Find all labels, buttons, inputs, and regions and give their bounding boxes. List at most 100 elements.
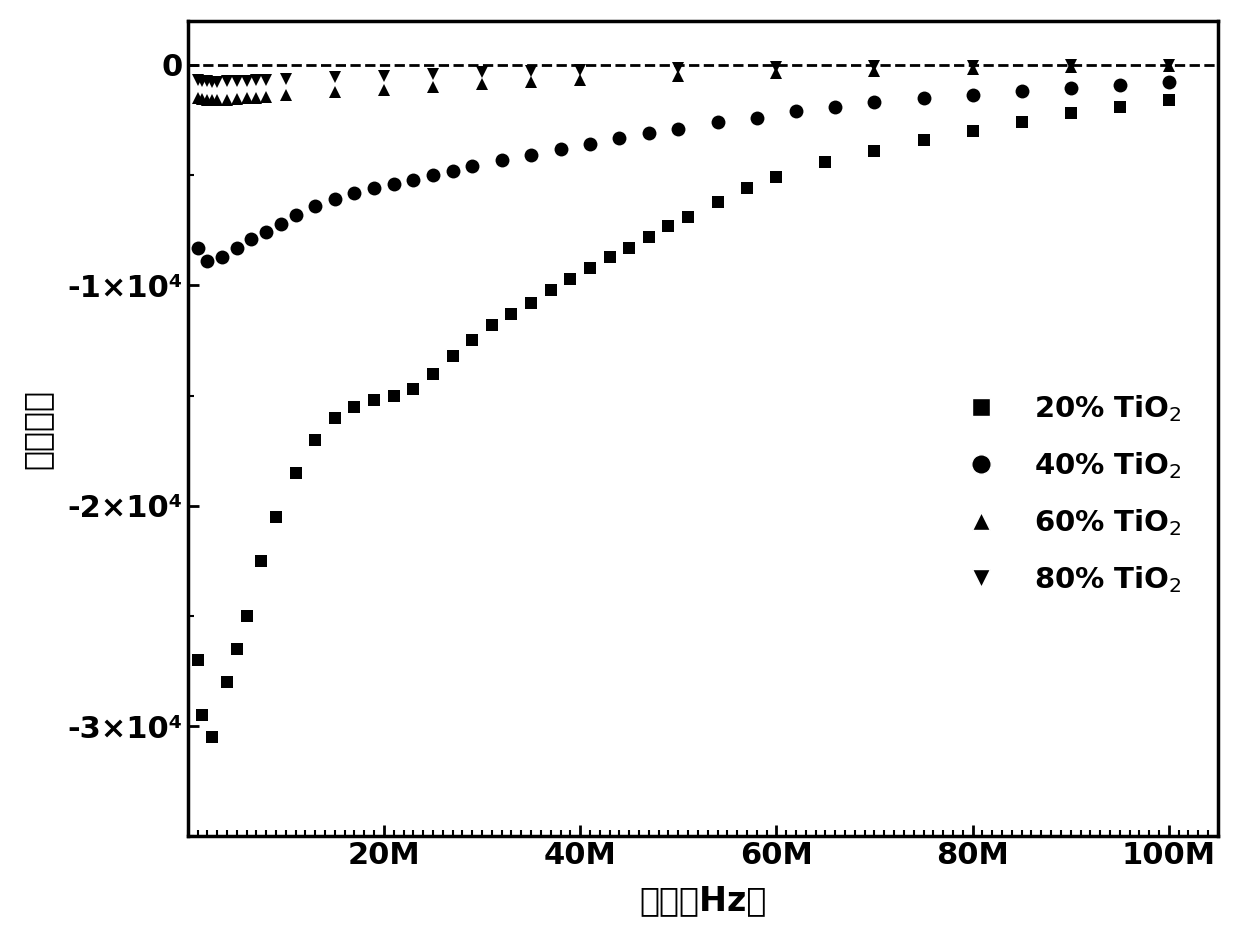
20% TiO$_2$ xyxy=(681,211,696,222)
40% TiO$_2$ xyxy=(553,144,568,155)
Y-axis label: 介电常数: 介电常数 xyxy=(21,388,53,469)
20% TiO$_2$ xyxy=(367,394,382,405)
20% TiO$_2$ xyxy=(523,297,538,309)
20% TiO$_2$ xyxy=(543,284,558,295)
20% TiO$_2$ xyxy=(711,196,725,207)
40% TiO$_2$ xyxy=(190,242,205,253)
40% TiO$_2$ xyxy=(244,234,259,245)
40% TiO$_2$ xyxy=(613,132,627,144)
60% TiO$_2$ xyxy=(190,92,205,103)
80% TiO$_2$ xyxy=(671,63,686,74)
40% TiO$_2$ xyxy=(749,113,764,124)
20% TiO$_2$ xyxy=(965,126,980,137)
20% TiO$_2$ xyxy=(254,555,269,567)
80% TiO$_2$ xyxy=(239,75,254,86)
20% TiO$_2$ xyxy=(269,511,284,522)
20% TiO$_2$ xyxy=(1014,116,1029,128)
40% TiO$_2$ xyxy=(641,128,656,139)
60% TiO$_2$ xyxy=(259,91,274,102)
80% TiO$_2$ xyxy=(219,76,234,87)
20% TiO$_2$ xyxy=(867,145,882,157)
80% TiO$_2$ xyxy=(377,70,392,82)
40% TiO$_2$ xyxy=(274,218,289,229)
80% TiO$_2$ xyxy=(475,67,490,78)
60% TiO$_2$ xyxy=(229,94,244,105)
40% TiO$_2$ xyxy=(259,227,274,238)
60% TiO$_2$ xyxy=(249,92,264,103)
60% TiO$_2$ xyxy=(1162,60,1177,71)
20% TiO$_2$ xyxy=(1162,95,1177,106)
60% TiO$_2$ xyxy=(573,74,588,85)
60% TiO$_2$ xyxy=(867,65,882,76)
80% TiO$_2$ xyxy=(965,60,980,71)
40% TiO$_2$ xyxy=(867,97,882,108)
40% TiO$_2$ xyxy=(495,154,510,165)
80% TiO$_2$ xyxy=(278,73,293,84)
20% TiO$_2$ xyxy=(239,611,254,622)
20% TiO$_2$ xyxy=(603,251,618,263)
20% TiO$_2$ xyxy=(818,157,833,168)
20% TiO$_2$ xyxy=(739,183,754,194)
80% TiO$_2$ xyxy=(190,74,205,85)
20% TiO$_2$ xyxy=(465,335,480,346)
40% TiO$_2$ xyxy=(387,178,402,189)
80% TiO$_2$ xyxy=(205,76,219,87)
Line: 60% TiO$_2$: 60% TiO$_2$ xyxy=(191,60,1176,106)
20% TiO$_2$ xyxy=(288,467,303,478)
Line: 40% TiO$_2$: 40% TiO$_2$ xyxy=(191,75,1176,268)
20% TiO$_2$ xyxy=(1063,108,1078,119)
40% TiO$_2$ xyxy=(327,194,342,205)
X-axis label: 频率（Hz）: 频率（Hz） xyxy=(639,885,766,917)
80% TiO$_2$ xyxy=(259,74,274,85)
60% TiO$_2$ xyxy=(195,94,210,105)
20% TiO$_2$ xyxy=(583,262,598,273)
20% TiO$_2$ xyxy=(661,220,676,232)
80% TiO$_2$ xyxy=(769,61,784,72)
40% TiO$_2$ xyxy=(405,174,420,185)
60% TiO$_2$ xyxy=(205,95,219,106)
60% TiO$_2$ xyxy=(671,70,686,82)
80% TiO$_2$ xyxy=(1063,60,1078,71)
60% TiO$_2$ xyxy=(425,82,440,93)
20% TiO$_2$ xyxy=(563,273,578,284)
60% TiO$_2$ xyxy=(210,95,224,106)
60% TiO$_2$ xyxy=(965,63,980,74)
40% TiO$_2$ xyxy=(1112,79,1127,90)
20% TiO$_2$ xyxy=(327,412,342,423)
80% TiO$_2$ xyxy=(200,76,215,87)
80% TiO$_2$ xyxy=(229,75,244,86)
40% TiO$_2$ xyxy=(583,139,598,150)
40% TiO$_2$ xyxy=(523,150,538,161)
Line: 20% TiO$_2$: 20% TiO$_2$ xyxy=(191,94,1176,744)
20% TiO$_2$ xyxy=(769,172,784,183)
40% TiO$_2$ xyxy=(1014,85,1029,97)
80% TiO$_2$ xyxy=(249,74,264,85)
20% TiO$_2$ xyxy=(425,368,440,379)
20% TiO$_2$ xyxy=(1112,101,1127,113)
20% TiO$_2$ xyxy=(485,320,500,331)
40% TiO$_2$ xyxy=(347,188,362,199)
60% TiO$_2$ xyxy=(769,68,784,79)
20% TiO$_2$ xyxy=(387,390,402,401)
20% TiO$_2$ xyxy=(503,309,518,320)
40% TiO$_2$ xyxy=(828,101,843,113)
60% TiO$_2$ xyxy=(239,93,254,104)
20% TiO$_2$ xyxy=(405,384,420,395)
40% TiO$_2$ xyxy=(465,160,480,172)
Legend: 20% TiO$_2$, 40% TiO$_2$, 60% TiO$_2$, 80% TiO$_2$: 20% TiO$_2$, 40% TiO$_2$, 60% TiO$_2$, 8… xyxy=(940,381,1193,607)
20% TiO$_2$ xyxy=(190,655,205,666)
20% TiO$_2$ xyxy=(195,709,210,720)
20% TiO$_2$ xyxy=(641,232,656,243)
60% TiO$_2$ xyxy=(377,84,392,96)
20% TiO$_2$ xyxy=(347,401,362,412)
60% TiO$_2$ xyxy=(1063,62,1078,73)
40% TiO$_2$ xyxy=(671,123,686,134)
40% TiO$_2$ xyxy=(229,242,244,253)
40% TiO$_2$ xyxy=(308,201,322,212)
80% TiO$_2$ xyxy=(867,61,882,72)
40% TiO$_2$ xyxy=(288,209,303,220)
80% TiO$_2$ xyxy=(573,64,588,75)
40% TiO$_2$ xyxy=(200,255,215,266)
60% TiO$_2$ xyxy=(219,94,234,105)
60% TiO$_2$ xyxy=(200,94,215,105)
